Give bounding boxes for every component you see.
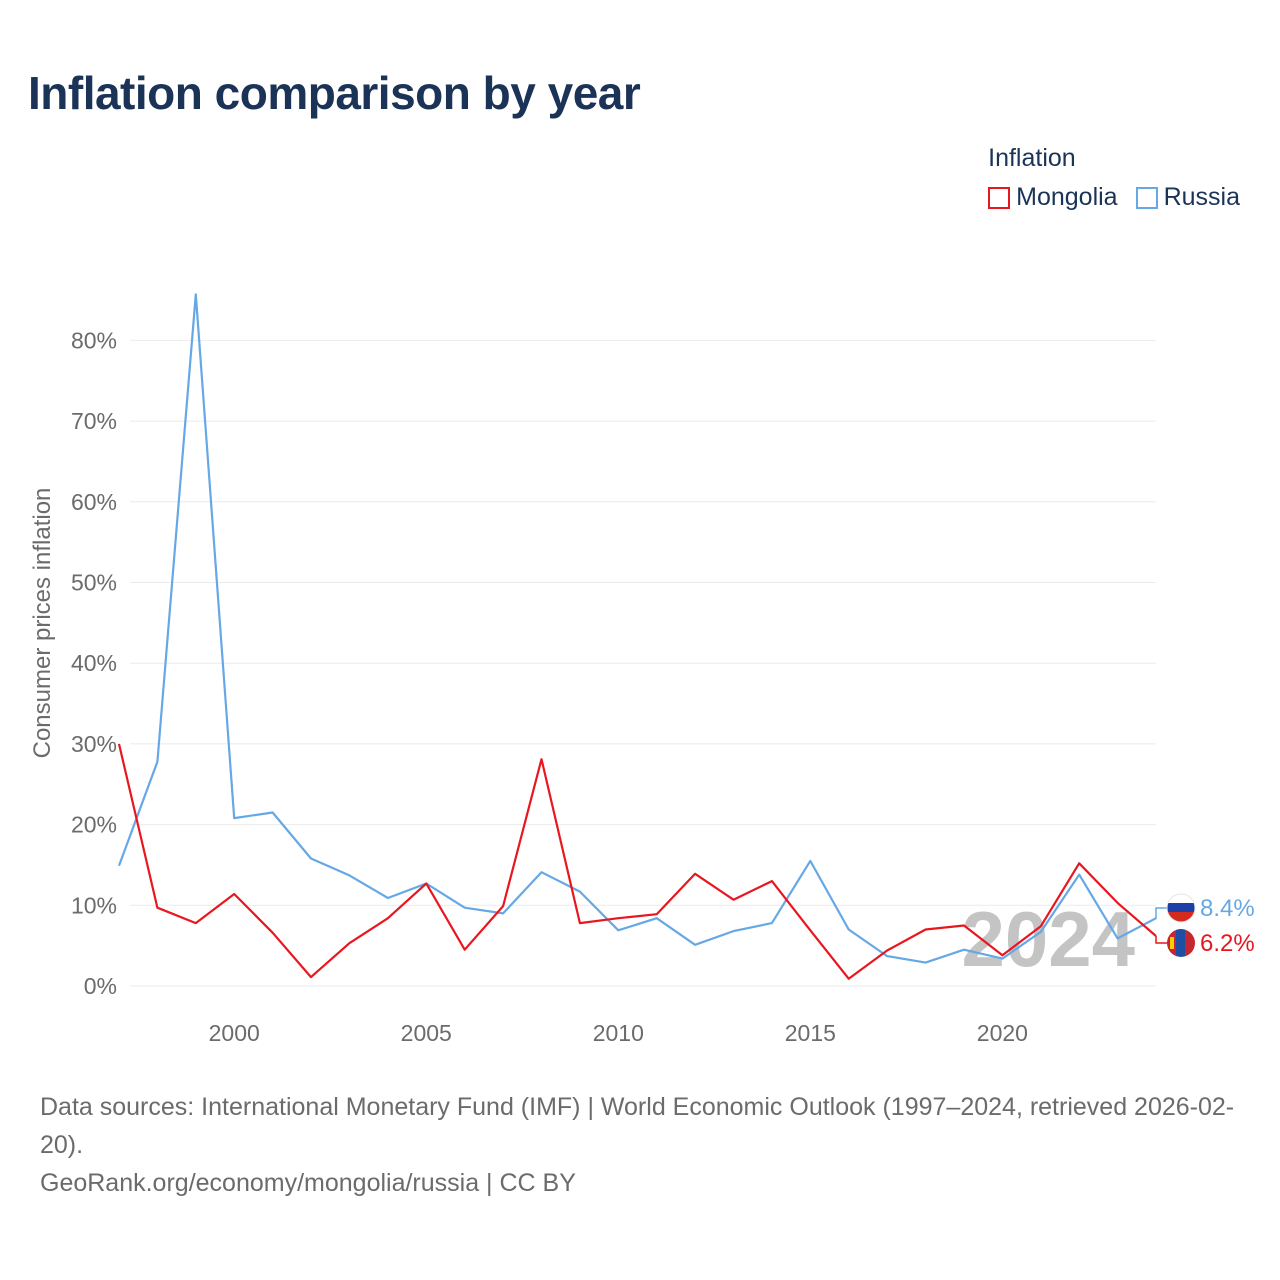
y-tick-label: 50%	[71, 570, 117, 596]
series-lines	[117, 293, 1157, 980]
chart-title: Inflation comparison by year	[28, 67, 641, 119]
legend-item-mongolia[interactable]: Mongolia	[988, 183, 1118, 212]
y-tick-label: 40%	[71, 650, 117, 676]
x-axis-ticks: 2000 2005 2010 2015 2020	[209, 1020, 1028, 1046]
legend: Inflation Mongolia Russia	[988, 144, 1240, 212]
y-tick-label: 0%	[84, 973, 117, 999]
legend-label-mongolia: Mongolia	[1016, 183, 1118, 211]
footer: Data sources: International Monetary Fun…	[40, 1088, 1250, 1202]
x-tick-label: 2015	[785, 1020, 836, 1046]
legend-label-russia: Russia	[1163, 183, 1240, 211]
current-year-watermark: 2024	[961, 895, 1135, 983]
mongolia-flag-icon	[1167, 929, 1195, 957]
russia-flag-icon	[1167, 894, 1195, 922]
legend-title: Inflation	[988, 144, 1076, 172]
russia-end-connector	[1155, 907, 1167, 919]
data-sources-text: Data sources: International Monetary Fun…	[40, 1093, 1235, 1159]
series-line-mongolia[interactable]	[117, 743, 1157, 980]
credit-link[interactable]: GeoRank.org/economy/mongolia/russia | CC…	[40, 1169, 576, 1197]
x-tick-label: 2010	[593, 1020, 644, 1046]
legend-swatch-russia	[1135, 186, 1158, 209]
y-axis-ticks: 0% 10% 20% 30% 40% 50% 60% 70% 80%	[71, 327, 117, 999]
end-markers: 8.4% 6.2%	[1155, 893, 1255, 957]
grid-lines	[130, 339, 1156, 987]
mongolia-end-label: 6.2%	[1200, 930, 1255, 957]
x-tick-label: 2000	[209, 1020, 260, 1046]
y-tick-label: 70%	[71, 408, 117, 434]
x-tick-label: 2005	[401, 1020, 452, 1046]
y-tick-label: 80%	[71, 327, 117, 353]
y-tick-label: 30%	[71, 731, 117, 757]
y-axis-label: Consumer prices inflation	[29, 488, 56, 759]
y-tick-label: 60%	[71, 489, 117, 515]
line-chart: Consumer prices inflation 0% 10% 20% 30% 40%…	[29, 293, 1255, 1046]
legend-swatch-mongolia	[988, 186, 1011, 209]
y-tick-label: 10%	[71, 892, 117, 918]
legend-item-russia[interactable]: Russia	[1135, 183, 1240, 212]
series-line-russia[interactable]	[117, 293, 1157, 964]
mongolia-end-connector	[1155, 936, 1167, 944]
x-tick-label: 2020	[977, 1020, 1028, 1046]
y-tick-label: 20%	[71, 812, 117, 838]
russia-end-label: 8.4%	[1200, 895, 1255, 922]
